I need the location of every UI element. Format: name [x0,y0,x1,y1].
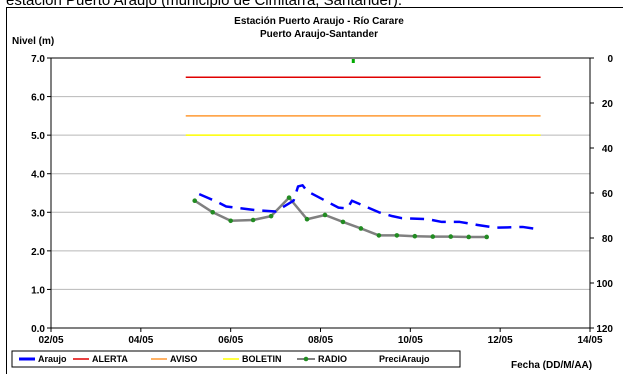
radio-point [358,226,364,231]
y-tick-label: 4.0 [31,170,45,181]
chart-subtitle: Puerto Araujo-Santander [260,29,378,40]
radio-point [448,234,454,239]
series-line-araujo [198,184,537,231]
legend: Araujo ALERTA AVISO BOLETIN RADIO PreciAraujo [11,350,461,368]
radio-point [484,234,489,240]
y-tick-label: 1.0 [31,285,45,296]
x-tick-label: 06/05 [218,335,243,346]
y2-tick-label: 100 [596,279,613,290]
radio-point [376,233,382,238]
radio-point [210,209,215,215]
legend-label: ALERTA [92,354,128,364]
radio-point [340,219,346,225]
y2-tick-label: 80 [602,234,614,245]
radio-point [228,218,233,224]
radio-point [430,234,436,239]
radio-point [394,233,400,238]
radio-point [250,217,256,223]
x-axis-label: Fecha (DD/M/AA) [511,360,592,371]
page-caption: estación Puerto Araujo (municipio de Cim… [6,0,403,9]
y-tick-label: 2.0 [31,247,45,258]
radio-point [322,212,328,218]
y-tick-label: 6.0 [31,93,45,104]
plot-layer: 0.0 1.0 2.0 3.0 4.0 5.0 6.0 7.0 0 20 40 60 80 100 120 0… [31,54,613,346]
chart-title: Estación Puerto Araujo - Río Carare [234,16,404,27]
chart-svg: Estación Puerto Araujo - Río Carare Puer… [7,8,624,375]
chart-frame: Estación Puerto Araujo - Río Carare Puer… [6,7,624,375]
x-tick-label: 04/05 [128,335,153,346]
x-tick-label: 10/05 [398,335,423,346]
legend-label: AVISO [170,354,197,364]
radio-point [268,213,274,219]
y-tick-label: 3.0 [31,208,45,219]
legend-label: BOLETIN [242,354,282,364]
y-tick-label: 0.0 [31,324,45,335]
legend-label: PreciAraujo [379,354,430,364]
x-tick-label: 02/05 [38,335,63,346]
radio-point [192,198,198,204]
legend-label: RADIO [318,354,347,364]
radio-point [412,233,418,239]
y-tick-label: 7.0 [31,54,45,65]
radio-point [286,195,292,200]
y2-tick-label: 20 [602,99,614,110]
y2-tick-label: 120 [596,324,613,335]
precip-bar [351,59,355,63]
x-tick-label: 12/05 [488,335,513,346]
x-tick-label: 08/05 [308,335,333,346]
legend-label: Araujo [38,354,67,364]
radio-point [466,234,472,240]
x-tick-label: 14/05 [577,335,602,346]
y-tick-label: 5.0 [31,131,45,142]
y2-tick-label: 60 [602,189,614,200]
y-axis-label: Nivel (m) [12,36,54,47]
legend-marker [303,356,309,362]
y2-tick-label: 40 [602,144,614,155]
radio-point [304,216,310,222]
y2-tick-label: 0 [607,54,613,65]
